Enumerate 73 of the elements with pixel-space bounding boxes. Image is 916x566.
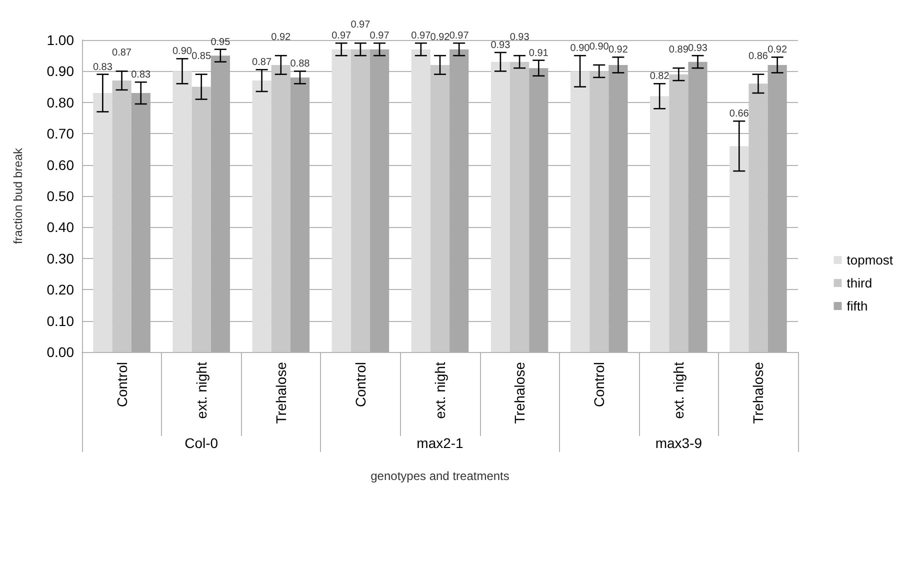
data-label: 0.86 bbox=[748, 50, 768, 62]
data-label: 0.83 bbox=[92, 62, 113, 73]
x-axis-title: genotypes and treatments bbox=[370, 469, 510, 483]
data-label: 0.93 bbox=[490, 40, 511, 51]
x-tick-label: Trehalose bbox=[272, 362, 289, 424]
bar bbox=[271, 64, 290, 352]
data-label: 0.85 bbox=[192, 50, 212, 62]
bar bbox=[748, 84, 768, 352]
data-label: 0.83 bbox=[131, 70, 152, 81]
data-label: 0.91 bbox=[528, 48, 549, 59]
x-tick-label: Trehalose bbox=[512, 362, 528, 424]
y-tick-label: 0.70 bbox=[46, 126, 74, 142]
data-label: 0.97 bbox=[350, 20, 371, 31]
legend-label: topmost bbox=[846, 252, 894, 268]
y-tick-label: 0.00 bbox=[46, 344, 74, 360]
legend-label: third bbox=[846, 276, 872, 290]
bar bbox=[510, 62, 530, 352]
bar bbox=[669, 74, 688, 352]
x-tick-label: Trehalose bbox=[750, 362, 766, 424]
data-label: 0.92 bbox=[430, 32, 450, 44]
y-tick-label: 0.20 bbox=[46, 282, 74, 298]
x-tick-label: ext. night bbox=[670, 362, 687, 419]
data-label: 0.92 bbox=[768, 44, 788, 56]
data-label: 0.97 bbox=[332, 30, 352, 42]
y-tick-label: 0.60 bbox=[46, 156, 74, 173]
x-tick-label: ext. night bbox=[193, 362, 210, 419]
data-label: 0.66 bbox=[729, 108, 750, 120]
data-label: 0.93 bbox=[510, 32, 530, 44]
legend-label: fifth bbox=[846, 298, 868, 314]
text: max2-1 bbox=[416, 435, 464, 451]
x-tick-label: Control bbox=[591, 362, 608, 408]
y-axis-title: fraction bud break bbox=[11, 146, 25, 244]
data-label: 0.82 bbox=[650, 71, 670, 82]
y-tick-label: 0.90 bbox=[46, 63, 74, 80]
data-label: 0.93 bbox=[688, 43, 708, 54]
data-label: 0.87 bbox=[252, 57, 272, 68]
text: max3-9 bbox=[655, 435, 702, 451]
data-label: 0.97 bbox=[370, 30, 390, 42]
data-label: 0.90 bbox=[589, 41, 610, 52]
bar bbox=[411, 49, 430, 352]
y-tick-label: 0.80 bbox=[46, 94, 74, 110]
bar bbox=[93, 93, 112, 352]
text: Col-0 bbox=[184, 435, 218, 451]
bar bbox=[430, 64, 450, 352]
bar bbox=[112, 80, 132, 352]
bar bbox=[172, 71, 192, 352]
data-label: 0.90 bbox=[570, 43, 590, 54]
bar bbox=[252, 80, 272, 352]
x-tick-label: Control bbox=[114, 362, 130, 408]
bar bbox=[332, 49, 351, 352]
bar bbox=[350, 49, 370, 352]
x-tick-label: Control bbox=[352, 362, 368, 408]
x-tick-label: ext. night bbox=[432, 362, 448, 419]
y-tick-label: 0.40 bbox=[46, 219, 74, 236]
data-label: 0.97 bbox=[449, 30, 470, 42]
data-label: 0.97 bbox=[411, 30, 432, 42]
data-label: 0.89 bbox=[668, 44, 689, 56]
bar bbox=[192, 86, 211, 352]
data-label: 0.88 bbox=[290, 58, 310, 70]
y-tick-label: 0.50 bbox=[46, 188, 74, 204]
y-tick-label: 0.30 bbox=[46, 250, 74, 266]
bar bbox=[730, 146, 749, 352]
data-label: 0.87 bbox=[112, 48, 132, 59]
data-label: 0.90 bbox=[172, 46, 192, 58]
data-label: 0.95 bbox=[210, 36, 231, 48]
data-label: 0.92 bbox=[271, 32, 292, 44]
bar bbox=[650, 96, 670, 352]
bar bbox=[490, 62, 510, 352]
y-tick-label: 0.10 bbox=[46, 312, 74, 329]
bar bbox=[590, 71, 609, 352]
y-tick-label: 1.00 bbox=[46, 32, 74, 48]
data-label: 0.92 bbox=[608, 44, 628, 56]
bar bbox=[570, 71, 590, 352]
